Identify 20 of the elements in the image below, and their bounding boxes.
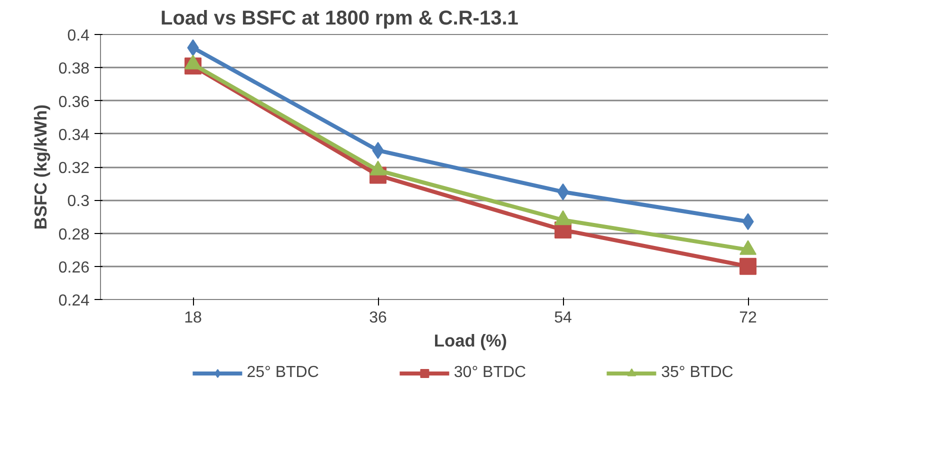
x-tick-label: 72 [739,310,757,326]
x-tick-label: 54 [554,310,572,326]
y-tick-label: 0.36 [58,94,90,111]
y-tick-label: 0.28 [58,226,90,244]
y-tick-label: 0.4 [67,28,90,44]
x-axis-title: Load (%) [434,330,508,350]
y-tick-label: 0.24 [58,292,90,310]
x-tick-label: 18 [184,310,202,326]
legend-label: 25° BTDC [246,364,319,382]
legend-label: 30° BTDC [454,364,526,382]
y-tick-label: 0.3 [67,193,90,210]
y-tick-label: 0.34 [58,126,90,144]
chart-title: Load vs BSFC at 1800 rpm & C.R-13.1 [160,8,518,30]
y-tick-label: 0.26 [58,259,90,276]
y-axis-title: BSFC (kg/kWh) [30,104,50,230]
legend-label: 35° BTDC [661,364,734,382]
y-tick-label: 0.38 [58,60,90,78]
y-tick-label: 0.32 [58,160,90,177]
x-tick-label: 36 [369,310,387,326]
point [740,258,756,275]
